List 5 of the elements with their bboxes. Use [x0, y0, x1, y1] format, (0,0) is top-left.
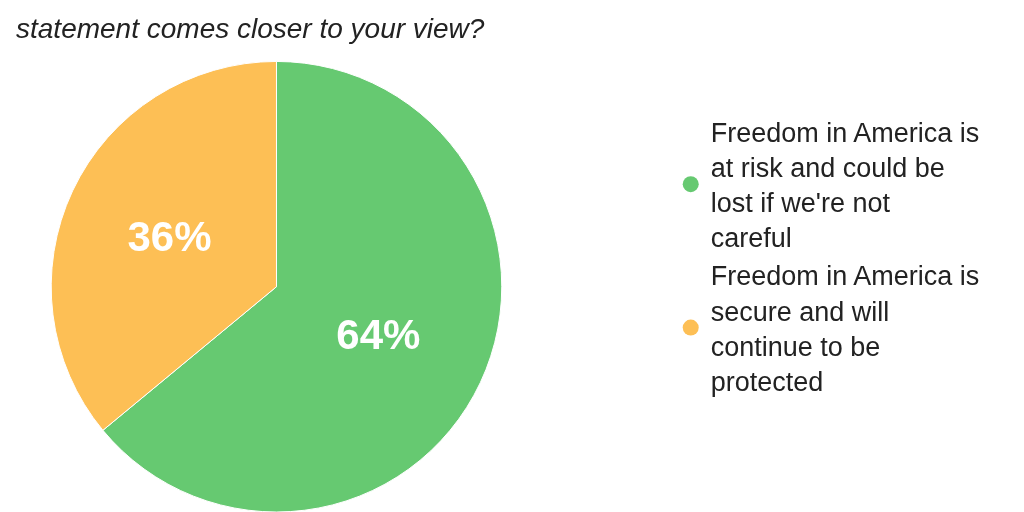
legend-label: Freedom in America is secure and will continue to be protected: [710, 261, 980, 397]
legend-label: Freedom in America is at risk and could be lost if we're not careful: [710, 118, 980, 254]
chart-title: statement comes closer to your view?: [16, 12, 485, 44]
data-label: 64%: [336, 311, 421, 359]
data-label: 36%: [127, 212, 212, 260]
